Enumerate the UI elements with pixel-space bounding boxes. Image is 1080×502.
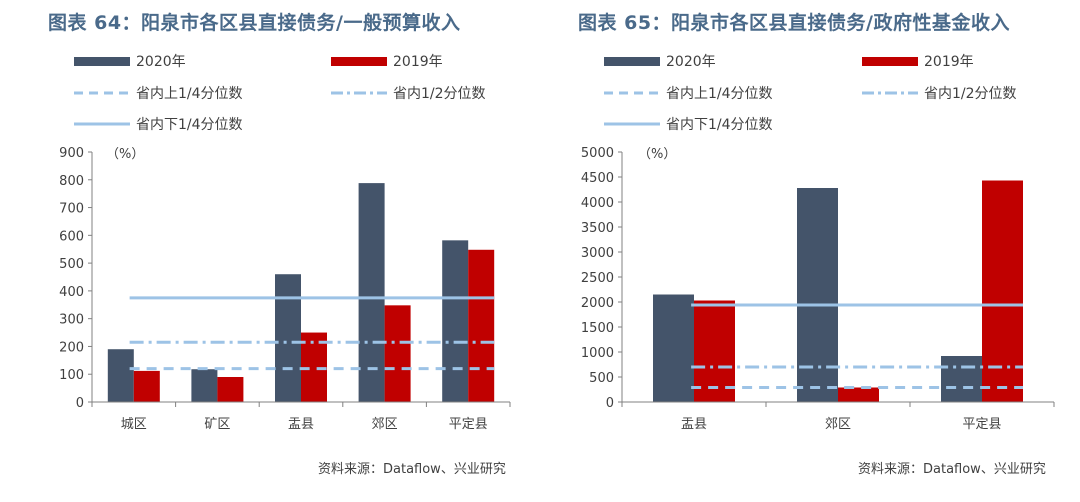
y-tick-label: 100 xyxy=(59,368,84,383)
bar-2020-2 xyxy=(941,356,982,402)
y-tick-label: 2500 xyxy=(581,271,614,286)
chart-legend: 2020年 2019年 省内上1/4分位数 省内1/2分位数 省内下1/4分位数 xyxy=(540,48,1080,138)
bar-2020-4 xyxy=(442,240,469,402)
unit-label: （%） xyxy=(106,147,145,162)
legend-label-median: 省内1/2分位数 xyxy=(393,86,486,102)
source-note: 资料来源：Dataflow、兴业研究 xyxy=(858,462,1046,477)
chart-title: 图表 64：阳泉市各区县直接债务/一般预算收入 xyxy=(48,12,461,34)
legend-item-2020: 2020年 xyxy=(74,51,186,71)
bar-2019-4 xyxy=(468,249,495,402)
legend-swatch-dashdot xyxy=(331,91,387,95)
y-tick-label: 3500 xyxy=(581,221,614,236)
legend-label-median: 省内1/2分位数 xyxy=(924,86,1017,102)
legend-swatch-dashed xyxy=(74,91,130,95)
bar-2019-1 xyxy=(217,377,244,402)
y-tick-label: 500 xyxy=(589,371,614,386)
source-note: 资料来源：Dataflow、兴业研究 xyxy=(318,462,506,477)
y-tick-label: 0 xyxy=(606,396,614,411)
x-tick-label: 平定县 xyxy=(962,417,1001,432)
bar-chart-debt-to-fund-revenue: 0 500 1000 1500 2000 2500 3000 3500 4000 4500 5000… xyxy=(581,146,1055,432)
bar-2020-3 xyxy=(358,183,385,402)
bar-2020-2 xyxy=(275,274,301,402)
bar-2019-3 xyxy=(384,305,411,402)
y-tick-label: 900 xyxy=(59,146,84,161)
x-tick-label: 郊区 xyxy=(372,416,398,432)
x-tick-label: 盂县 xyxy=(288,417,314,432)
legend-item-upper-quartile: 省内上1/4分位数 xyxy=(604,83,773,103)
y-tick-label: 2000 xyxy=(581,296,614,311)
y-tick-label: 800 xyxy=(59,174,84,189)
x-tick-label: 郊区 xyxy=(825,416,851,432)
y-tick-label: 1500 xyxy=(581,321,614,336)
y-tick-label: 300 xyxy=(59,313,84,328)
unit-label: （%） xyxy=(638,147,677,162)
bar-2020-0 xyxy=(107,349,134,402)
bar-2019-0 xyxy=(694,300,735,402)
y-tick-label: 4500 xyxy=(581,171,614,186)
chart-title: 图表 65：阳泉市各区县直接债务/政府性基金收入 xyxy=(578,12,1010,34)
y-tick-label: 3000 xyxy=(581,246,614,261)
bar-2019-2 xyxy=(982,180,1023,402)
legend-item-lower-quartile: 省内下1/4分位数 xyxy=(74,114,243,134)
legend-swatch-2019 xyxy=(331,56,387,66)
legend-swatch-2019 xyxy=(862,56,918,66)
x-tick-label: 平定县 xyxy=(449,417,488,432)
legend-swatch-solid xyxy=(604,122,660,126)
y-tick-label: 200 xyxy=(59,340,84,355)
legend-label-upper-quartile: 省内上1/4分位数 xyxy=(136,86,243,102)
legend-label-lower-quartile: 省内下1/4分位数 xyxy=(666,117,773,133)
legend-swatch-2020 xyxy=(604,56,660,66)
x-tick-label: 盂县 xyxy=(681,417,707,432)
legend-label-2020: 2020年 xyxy=(136,54,186,70)
y-tick-label: 5000 xyxy=(581,146,614,161)
x-tick-label: 矿区 xyxy=(204,417,230,432)
y-tick-label: 4000 xyxy=(581,196,614,211)
y-tick-label: 1000 xyxy=(581,346,614,361)
legend-label-upper-quartile: 省内上1/4分位数 xyxy=(666,86,773,102)
y-tick-label: 700 xyxy=(59,202,84,217)
legend-item-upper-quartile: 省内上1/4分位数 xyxy=(74,83,243,103)
legend-item-2019: 2019年 xyxy=(862,51,974,71)
legend-item-lower-quartile: 省内下1/4分位数 xyxy=(604,114,773,134)
bar-2019-0 xyxy=(133,370,160,402)
legend-label-lower-quartile: 省内下1/4分位数 xyxy=(136,117,243,133)
legend-item-2019: 2019年 xyxy=(331,51,443,71)
legend-label-2020: 2020年 xyxy=(666,54,716,70)
bar-2020-1 xyxy=(797,188,838,402)
legend-item-2020: 2020年 xyxy=(604,51,716,71)
bar-chart-debt-to-general-budget: 0 100 200 300 400 500 600 700 800 900 城区 矿区 盂县 郊区 平定县 xyxy=(59,146,511,432)
legend-label-2019: 2019年 xyxy=(924,54,974,70)
y-tick-label: 500 xyxy=(59,257,84,272)
legend-swatch-dashdot xyxy=(862,91,918,95)
legend-item-median: 省内1/2分位数 xyxy=(331,83,486,103)
legend-swatch-dashed xyxy=(604,91,660,95)
bar-2020-1 xyxy=(191,369,218,402)
y-tick-label: 0 xyxy=(76,396,84,411)
legend-swatch-2020 xyxy=(74,56,130,66)
x-tick-label: 城区 xyxy=(121,417,147,432)
y-tick-label: 600 xyxy=(59,229,84,244)
legend-item-median: 省内1/2分位数 xyxy=(862,83,1017,103)
legend-label-2019: 2019年 xyxy=(393,54,443,70)
chart-legend: 2020年 2019年 省内上1/4分位数 省内1/2分位数 省内下1/4分位数 xyxy=(0,48,540,138)
bar-2020-0 xyxy=(653,294,694,402)
legend-swatch-solid xyxy=(74,122,130,126)
bar-2019-1 xyxy=(838,387,879,402)
chart-panel-64: 图表 64：阳泉市各区县直接债务/一般预算收入 2020年 2019年 省内上1… xyxy=(0,12,540,477)
chart-panel-65: 图表 65：阳泉市各区县直接债务/政府性基金收入 2020年 2019年 省内上… xyxy=(540,0,1080,502)
y-tick-label: 400 xyxy=(59,285,84,300)
